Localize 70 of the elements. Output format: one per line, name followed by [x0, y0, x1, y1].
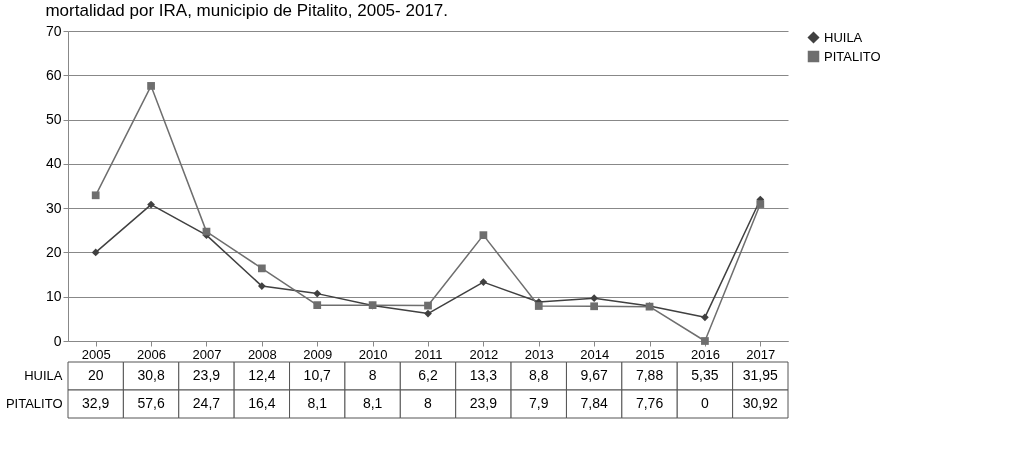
point — [424, 309, 432, 318]
point — [479, 231, 488, 240]
y-tick-label: 40 — [45, 155, 62, 172]
data-label: 32,9 — [82, 395, 110, 411]
data-label: 8 — [424, 395, 433, 411]
data-label: 30,8 — [137, 367, 165, 383]
data-label: 20 — [87, 367, 104, 383]
point — [701, 337, 709, 345]
chart-title: mortalidad por IRA, municipio de Pitalito, 2005- 2017. — [45, 1, 448, 20]
point — [91, 191, 100, 200]
x-tick-label: 2007 — [192, 346, 222, 362]
point — [590, 302, 599, 311]
data-label: 30,92 — [742, 395, 779, 411]
data-label: 8 — [368, 367, 377, 383]
x-tick-label: 2012 — [469, 346, 499, 362]
data-label: 10,7 — [303, 367, 332, 383]
x-tick-label: 2005 — [81, 346, 111, 362]
y-tick-label: 50 — [45, 111, 62, 128]
point — [534, 302, 543, 310]
y-tick-label: 60 — [45, 66, 62, 83]
point — [424, 301, 432, 310]
data-label: 23,9 — [192, 367, 221, 383]
x-tick-label: 2008 — [247, 346, 277, 362]
y-tick-label: 0 — [53, 332, 62, 349]
data-label: 16,4 — [248, 395, 276, 411]
data-label: 31,95 — [742, 367, 779, 383]
legend-label: PITALITO — [824, 48, 881, 64]
point — [313, 289, 322, 298]
data-label: 6,2 — [418, 367, 438, 383]
x-tick-label: 2009 — [303, 346, 333, 362]
point — [91, 248, 100, 257]
y-tick-label: 20 — [45, 243, 62, 260]
data-label: 0 — [701, 395, 710, 411]
point — [313, 301, 322, 309]
point — [701, 313, 709, 322]
data-label: 8,8 — [529, 367, 549, 383]
x-tick-label: 2016 — [690, 346, 720, 362]
data-label: 13,3 — [469, 367, 498, 383]
point — [257, 282, 266, 290]
data-label: 12,4 — [248, 367, 276, 383]
x-tick-label: 2015 — [635, 346, 665, 362]
x-tick-label: 2010 — [358, 346, 388, 362]
y-tick-label: 10 — [45, 288, 62, 305]
data-label: 23,9 — [469, 395, 498, 411]
x-tick-label: 2013 — [524, 346, 554, 362]
data-label: 8,1 — [307, 395, 328, 411]
legend-label: HUILA — [824, 29, 863, 45]
data-label: 9,67 — [580, 367, 608, 383]
point — [590, 294, 599, 303]
y-tick-label: 70 — [45, 22, 62, 39]
data-label: 24,7 — [192, 395, 221, 411]
y-tick-label: 30 — [45, 199, 62, 216]
text: PITALITO — [5, 396, 63, 411]
data-label: 7,9 — [529, 395, 549, 411]
data-label: 7,76 — [635, 395, 664, 411]
point — [147, 82, 155, 90]
x-tick-label: 2006 — [137, 346, 167, 362]
x-tick-label: 2017 — [746, 346, 776, 362]
data-label: 8,1 — [362, 395, 383, 411]
point — [479, 278, 488, 286]
x-tick-label: 2011 — [414, 346, 443, 362]
data-label: 7,84 — [580, 395, 608, 411]
point — [257, 264, 266, 273]
point — [756, 200, 765, 208]
point — [147, 200, 155, 209]
data-label: 7,88 — [635, 367, 664, 383]
data-label: 5,35 — [691, 367, 719, 383]
data-label: 57,6 — [137, 395, 165, 411]
x-tick-label: 2014 — [580, 346, 610, 362]
text: HUILA — [24, 368, 63, 383]
